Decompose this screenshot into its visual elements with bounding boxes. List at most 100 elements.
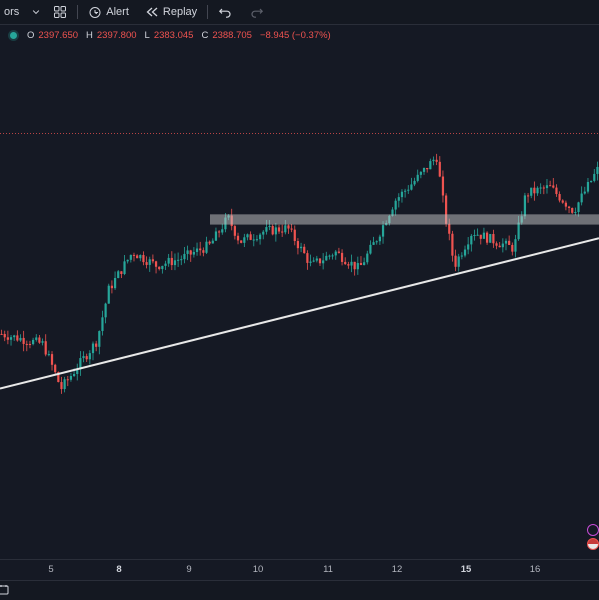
undo-button[interactable] [214,0,236,24]
candle-body [104,303,107,318]
candle-body [363,262,366,266]
candle-body [558,194,561,201]
candle-body [571,208,574,213]
flag-us-icon[interactable] [587,538,599,550]
candle-body [170,257,173,266]
indicators-button[interactable]: ors [0,0,45,24]
candle-body [189,250,192,255]
lightning-icon[interactable] [587,524,599,536]
candle-body [28,344,32,346]
candle-body [514,239,517,252]
candle-body [79,358,82,370]
candle-body [44,341,47,355]
candle-body [328,255,331,257]
candle-body [19,337,22,341]
candle-body [139,255,142,259]
candle-body [410,184,413,190]
candle-body [407,189,410,191]
candle-body [470,235,473,245]
candle-body [375,241,378,243]
candle-body [426,167,429,170]
candle-body [88,353,91,360]
candle-body [69,376,73,380]
low-label: L [144,30,150,41]
chevron-down-icon [33,10,40,15]
candle-body [66,379,69,381]
toolbar-divider [207,5,209,19]
candle-body [451,233,454,256]
candle-body [54,364,57,373]
candle-body [60,382,63,390]
redo-icon [251,8,264,18]
candle-body [142,255,145,263]
close-value: 2388.705 [212,30,252,41]
redo-button[interactable] [246,0,268,24]
candle-body [574,212,577,214]
candle-body [151,259,155,262]
x-tick-label: 15 [460,564,472,575]
candle-body [404,190,407,192]
candle-body [145,262,148,265]
candle-body [195,248,199,252]
candle-body [202,250,205,253]
change-value: −8.945 (−0.37%) [259,30,331,41]
x-tick-label: 10 [252,564,264,575]
candle-body [593,173,596,181]
trendline[interactable] [0,237,599,390]
candle-body [158,266,161,270]
candle-body [552,185,555,188]
candle-body [309,261,312,263]
candle-body [249,234,252,240]
price-chart[interactable] [0,24,599,559]
candle-body [394,200,397,210]
candle-body [501,243,504,248]
candle-body [366,253,369,263]
candle-body [479,234,482,239]
candle-body [221,229,224,233]
candle-body [504,240,508,244]
candle-body [536,187,539,194]
x-tick-label: 11 [323,564,333,575]
candle-body [391,209,394,216]
candle-body [57,372,60,383]
undo-icon [219,8,231,18]
candle-body [173,260,177,266]
candle-body [296,241,300,249]
x-tick-label: 9 [186,564,192,575]
candle-body [318,258,322,264]
candle-body [369,244,372,254]
replay-button[interactable]: Replay [141,0,201,24]
candle-body [303,246,306,254]
candle-body [35,337,38,340]
candle-body [154,261,158,267]
candle-body [255,239,259,241]
candle-body [508,240,511,245]
candle-body [0,333,3,335]
candle-body [252,239,255,241]
candle-body [539,187,542,189]
candle-body [101,317,104,332]
candle-body [233,226,236,236]
candle-body [432,159,435,162]
candle-body [277,227,281,232]
candle-body [489,234,492,243]
candle-body [205,241,208,253]
alarm-clock-icon [89,7,101,18]
layout-grid-button[interactable] [49,0,71,24]
status-dot-icon [10,32,17,39]
time-axis[interactable]: 5 8 9 10 11 12 15 16 [0,559,599,580]
candle-body [498,245,501,248]
side-icons [587,524,599,550]
alert-button[interactable]: Alert [84,0,133,24]
resistance-zone[interactable] [210,214,599,225]
calendar-icon[interactable] [0,584,10,596]
candle-body [454,255,457,267]
candle-body [47,354,50,356]
candle-body [413,180,416,185]
candle-body [555,187,558,195]
candle-body [72,373,76,377]
candle-body [378,236,381,242]
candle-body [240,240,243,243]
candle-body [3,334,6,338]
candle-body [315,258,318,261]
